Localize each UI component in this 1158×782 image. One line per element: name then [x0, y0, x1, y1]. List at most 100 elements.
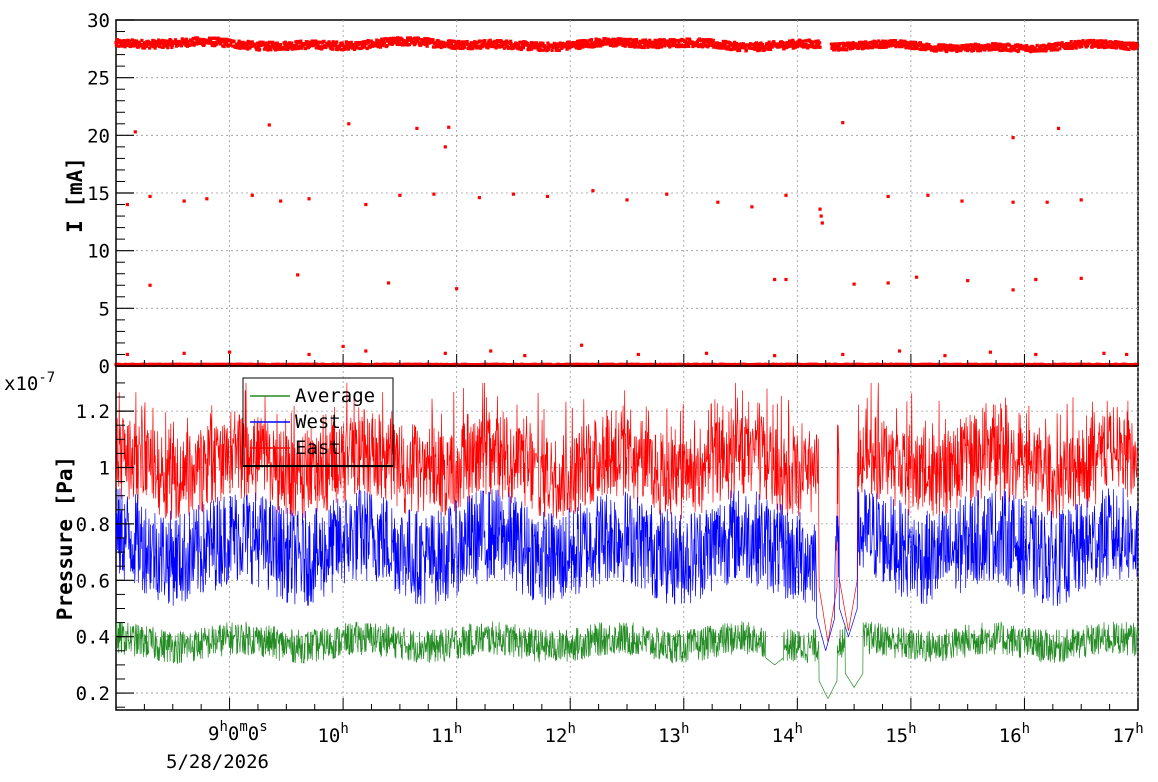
current-outlier-point	[307, 352, 311, 357]
current-point	[776, 45, 780, 49]
current-grid	[116, 20, 1139, 366]
current-point	[554, 43, 558, 47]
pressure-y-tick-label: 0.6	[76, 570, 110, 592]
current-point	[685, 37, 689, 41]
current-point	[535, 42, 539, 46]
start-hour: 9	[208, 723, 219, 745]
current-point	[516, 45, 521, 49]
current-point	[177, 39, 181, 44]
current-point	[391, 36, 396, 40]
current-point	[1098, 39, 1102, 43]
current-point	[222, 44, 226, 49]
current-outlier-point	[1034, 277, 1038, 282]
current-point	[1044, 48, 1048, 52]
current-point	[912, 42, 916, 46]
current-point	[157, 38, 161, 42]
current-point	[748, 46, 752, 50]
current-outlier-point	[279, 199, 283, 203]
current-point	[744, 48, 749, 52]
current-point	[1080, 44, 1084, 49]
current-point	[846, 45, 850, 49]
current-series-marks	[114, 36, 1140, 368]
current-point	[1069, 40, 1073, 44]
current-point	[615, 43, 619, 47]
current-point	[521, 46, 526, 50]
current-point	[913, 40, 918, 45]
current-point	[951, 44, 955, 48]
current-point	[1008, 47, 1012, 51]
current-point	[119, 39, 124, 43]
current-point	[546, 41, 550, 45]
current-point	[275, 41, 279, 45]
current-point	[241, 46, 245, 50]
current-point	[594, 37, 598, 41]
current-outlier-point	[625, 198, 629, 202]
current-point	[1114, 39, 1118, 44]
current-point	[525, 42, 530, 46]
current-outlier-point	[897, 349, 902, 353]
current-point	[551, 43, 555, 47]
pressure-x-ticks: 10h 11h 12h 13h 14h 15h 16h 17h	[115, 354, 1144, 747]
current-point	[246, 39, 250, 44]
current-point	[138, 40, 142, 44]
pressure-y-tick-label: 1	[99, 458, 110, 480]
current-point	[736, 48, 740, 53]
current-point	[971, 48, 976, 53]
current-outlier-point	[773, 354, 777, 358]
current-point	[1133, 47, 1137, 51]
current-point	[911, 40, 915, 44]
legend: Average West East	[242, 377, 394, 467]
current-point	[658, 38, 662, 42]
current-point	[955, 49, 959, 53]
current-point	[1120, 41, 1124, 45]
current-outlier-point	[148, 194, 152, 199]
current-point	[290, 41, 294, 45]
current-point	[767, 40, 771, 44]
current-outlier-point	[250, 193, 254, 197]
current-point	[792, 43, 796, 47]
current-point	[968, 47, 972, 51]
current-point	[730, 47, 734, 51]
current-point	[425, 43, 429, 47]
x-tick-unit: h	[908, 721, 916, 737]
current-outlier-point	[943, 354, 947, 358]
current-outlier-point	[591, 189, 595, 193]
current-point	[970, 49, 974, 53]
current-point	[520, 40, 524, 44]
current-point	[733, 47, 737, 51]
current-point	[653, 45, 657, 49]
current-point	[349, 40, 353, 44]
current-point	[674, 39, 678, 43]
current-point	[1025, 44, 1029, 48]
current-point	[920, 47, 924, 52]
x-tick-hour: 11	[431, 725, 454, 747]
current-point	[837, 48, 841, 52]
current-point	[532, 41, 536, 45]
current-point	[607, 38, 611, 42]
current-point	[168, 41, 173, 45]
current-outlier-point	[841, 352, 845, 357]
current-point	[584, 44, 588, 48]
current-point	[879, 43, 883, 47]
current-point	[385, 43, 389, 48]
current-point	[770, 43, 774, 47]
current-point	[569, 41, 573, 45]
current-panel: 0 5 10 15 20 25 30 I [mA]	[63, 10, 1140, 378]
current-point	[574, 46, 579, 50]
current-point	[703, 42, 707, 46]
current-point	[809, 45, 813, 49]
current-outlier-point	[477, 196, 481, 200]
current-point	[1074, 46, 1078, 50]
current-point	[465, 39, 469, 44]
current-point	[335, 40, 339, 44]
current-point	[917, 43, 921, 48]
pressure-y-tick-label: 0.4	[76, 627, 110, 649]
current-point	[1031, 44, 1035, 49]
current-point	[877, 39, 881, 43]
current-outlier-point	[415, 126, 419, 131]
current-point	[585, 40, 590, 44]
current-point	[874, 42, 878, 47]
current-point	[243, 44, 247, 49]
current-point	[995, 44, 999, 48]
current-point	[638, 42, 642, 46]
